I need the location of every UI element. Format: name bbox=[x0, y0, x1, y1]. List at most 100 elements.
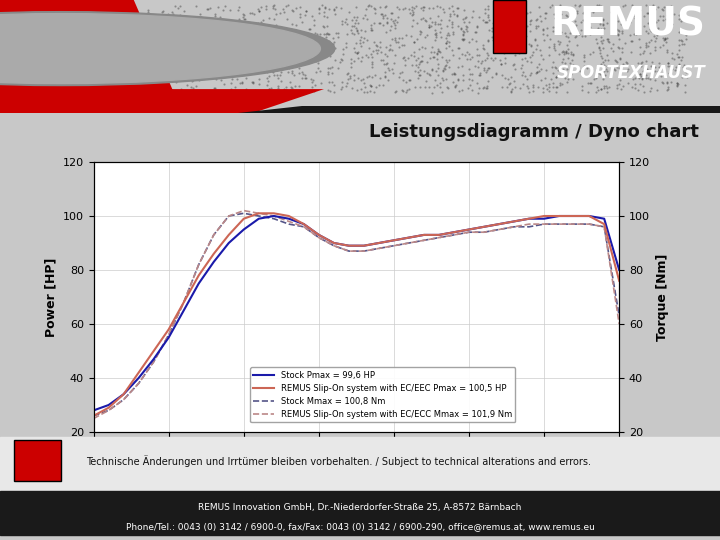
Point bbox=[611, 84, 623, 92]
Point bbox=[595, 2, 607, 10]
Point bbox=[253, 7, 265, 16]
Point bbox=[86, 65, 97, 74]
Point bbox=[147, 39, 158, 48]
Point bbox=[495, 59, 507, 68]
Point bbox=[210, 10, 221, 18]
Point bbox=[432, 12, 444, 21]
Point bbox=[409, 48, 420, 56]
Point bbox=[50, 14, 62, 23]
Point bbox=[290, 26, 302, 35]
Point bbox=[358, 33, 369, 42]
Point bbox=[378, 60, 390, 69]
Point bbox=[595, 29, 607, 37]
Point bbox=[300, 33, 311, 42]
Point bbox=[244, 32, 256, 41]
Point bbox=[357, 75, 369, 83]
Point bbox=[286, 83, 297, 91]
Point bbox=[101, 20, 112, 29]
Point bbox=[68, 83, 79, 91]
Point bbox=[315, 37, 326, 46]
Point bbox=[318, 21, 329, 30]
Point bbox=[351, 48, 363, 57]
Point bbox=[372, 41, 383, 50]
Point bbox=[207, 21, 219, 30]
Point bbox=[555, 28, 567, 36]
Point bbox=[429, 17, 441, 26]
Point bbox=[464, 38, 475, 46]
Point bbox=[505, 86, 516, 95]
Point bbox=[55, 12, 67, 21]
Point bbox=[680, 30, 692, 39]
Point bbox=[642, 65, 653, 73]
Point bbox=[563, 37, 575, 46]
Point bbox=[88, 56, 99, 64]
Point bbox=[32, 18, 44, 27]
Point bbox=[366, 52, 378, 61]
Point bbox=[393, 5, 405, 14]
Point bbox=[356, 32, 367, 41]
Point bbox=[366, 82, 377, 90]
Point bbox=[230, 83, 241, 91]
Point bbox=[69, 57, 81, 66]
Point bbox=[210, 12, 221, 21]
Point bbox=[95, 25, 107, 34]
Point bbox=[232, 6, 243, 15]
Point bbox=[394, 69, 405, 78]
Point bbox=[51, 41, 63, 50]
Point bbox=[91, 72, 103, 80]
Point bbox=[166, 27, 178, 36]
Point bbox=[450, 81, 462, 90]
Point bbox=[310, 68, 321, 77]
Point bbox=[91, 63, 103, 72]
Point bbox=[266, 31, 278, 39]
Point bbox=[457, 36, 469, 44]
Point bbox=[73, 83, 84, 91]
Point bbox=[229, 51, 240, 60]
Point bbox=[112, 32, 123, 41]
Point bbox=[350, 23, 361, 32]
Point bbox=[544, 35, 555, 43]
Point bbox=[541, 9, 552, 17]
Point bbox=[86, 84, 98, 93]
Point bbox=[555, 17, 567, 26]
Point bbox=[188, 14, 199, 23]
Point bbox=[78, 75, 90, 84]
Point bbox=[118, 58, 130, 67]
Point bbox=[670, 65, 681, 74]
Point bbox=[260, 45, 271, 54]
Point bbox=[559, 74, 571, 83]
Point bbox=[603, 38, 614, 46]
Point bbox=[298, 88, 310, 97]
Point bbox=[447, 6, 459, 15]
Point bbox=[44, 62, 55, 71]
Point bbox=[637, 66, 649, 75]
Point bbox=[480, 68, 492, 77]
Point bbox=[292, 30, 304, 38]
Point bbox=[381, 51, 392, 60]
Point bbox=[437, 4, 449, 13]
Point bbox=[470, 28, 482, 36]
Point bbox=[258, 66, 269, 75]
Point bbox=[434, 27, 446, 36]
Point bbox=[246, 9, 258, 17]
Point bbox=[554, 14, 566, 23]
Point bbox=[261, 80, 272, 89]
Point bbox=[299, 71, 310, 79]
Point bbox=[114, 84, 126, 93]
Point bbox=[565, 50, 577, 58]
Point bbox=[248, 56, 259, 64]
Point bbox=[351, 12, 363, 21]
Point bbox=[314, 30, 325, 38]
Point bbox=[311, 30, 323, 38]
Point bbox=[585, 79, 596, 87]
Point bbox=[267, 68, 279, 76]
Point bbox=[543, 83, 554, 92]
Point bbox=[600, 64, 612, 73]
Point bbox=[300, 74, 312, 83]
Point bbox=[151, 63, 163, 72]
Point bbox=[382, 64, 394, 72]
Point bbox=[366, 72, 377, 81]
Point bbox=[320, 3, 331, 12]
Point bbox=[518, 26, 529, 35]
Point bbox=[472, 23, 483, 32]
